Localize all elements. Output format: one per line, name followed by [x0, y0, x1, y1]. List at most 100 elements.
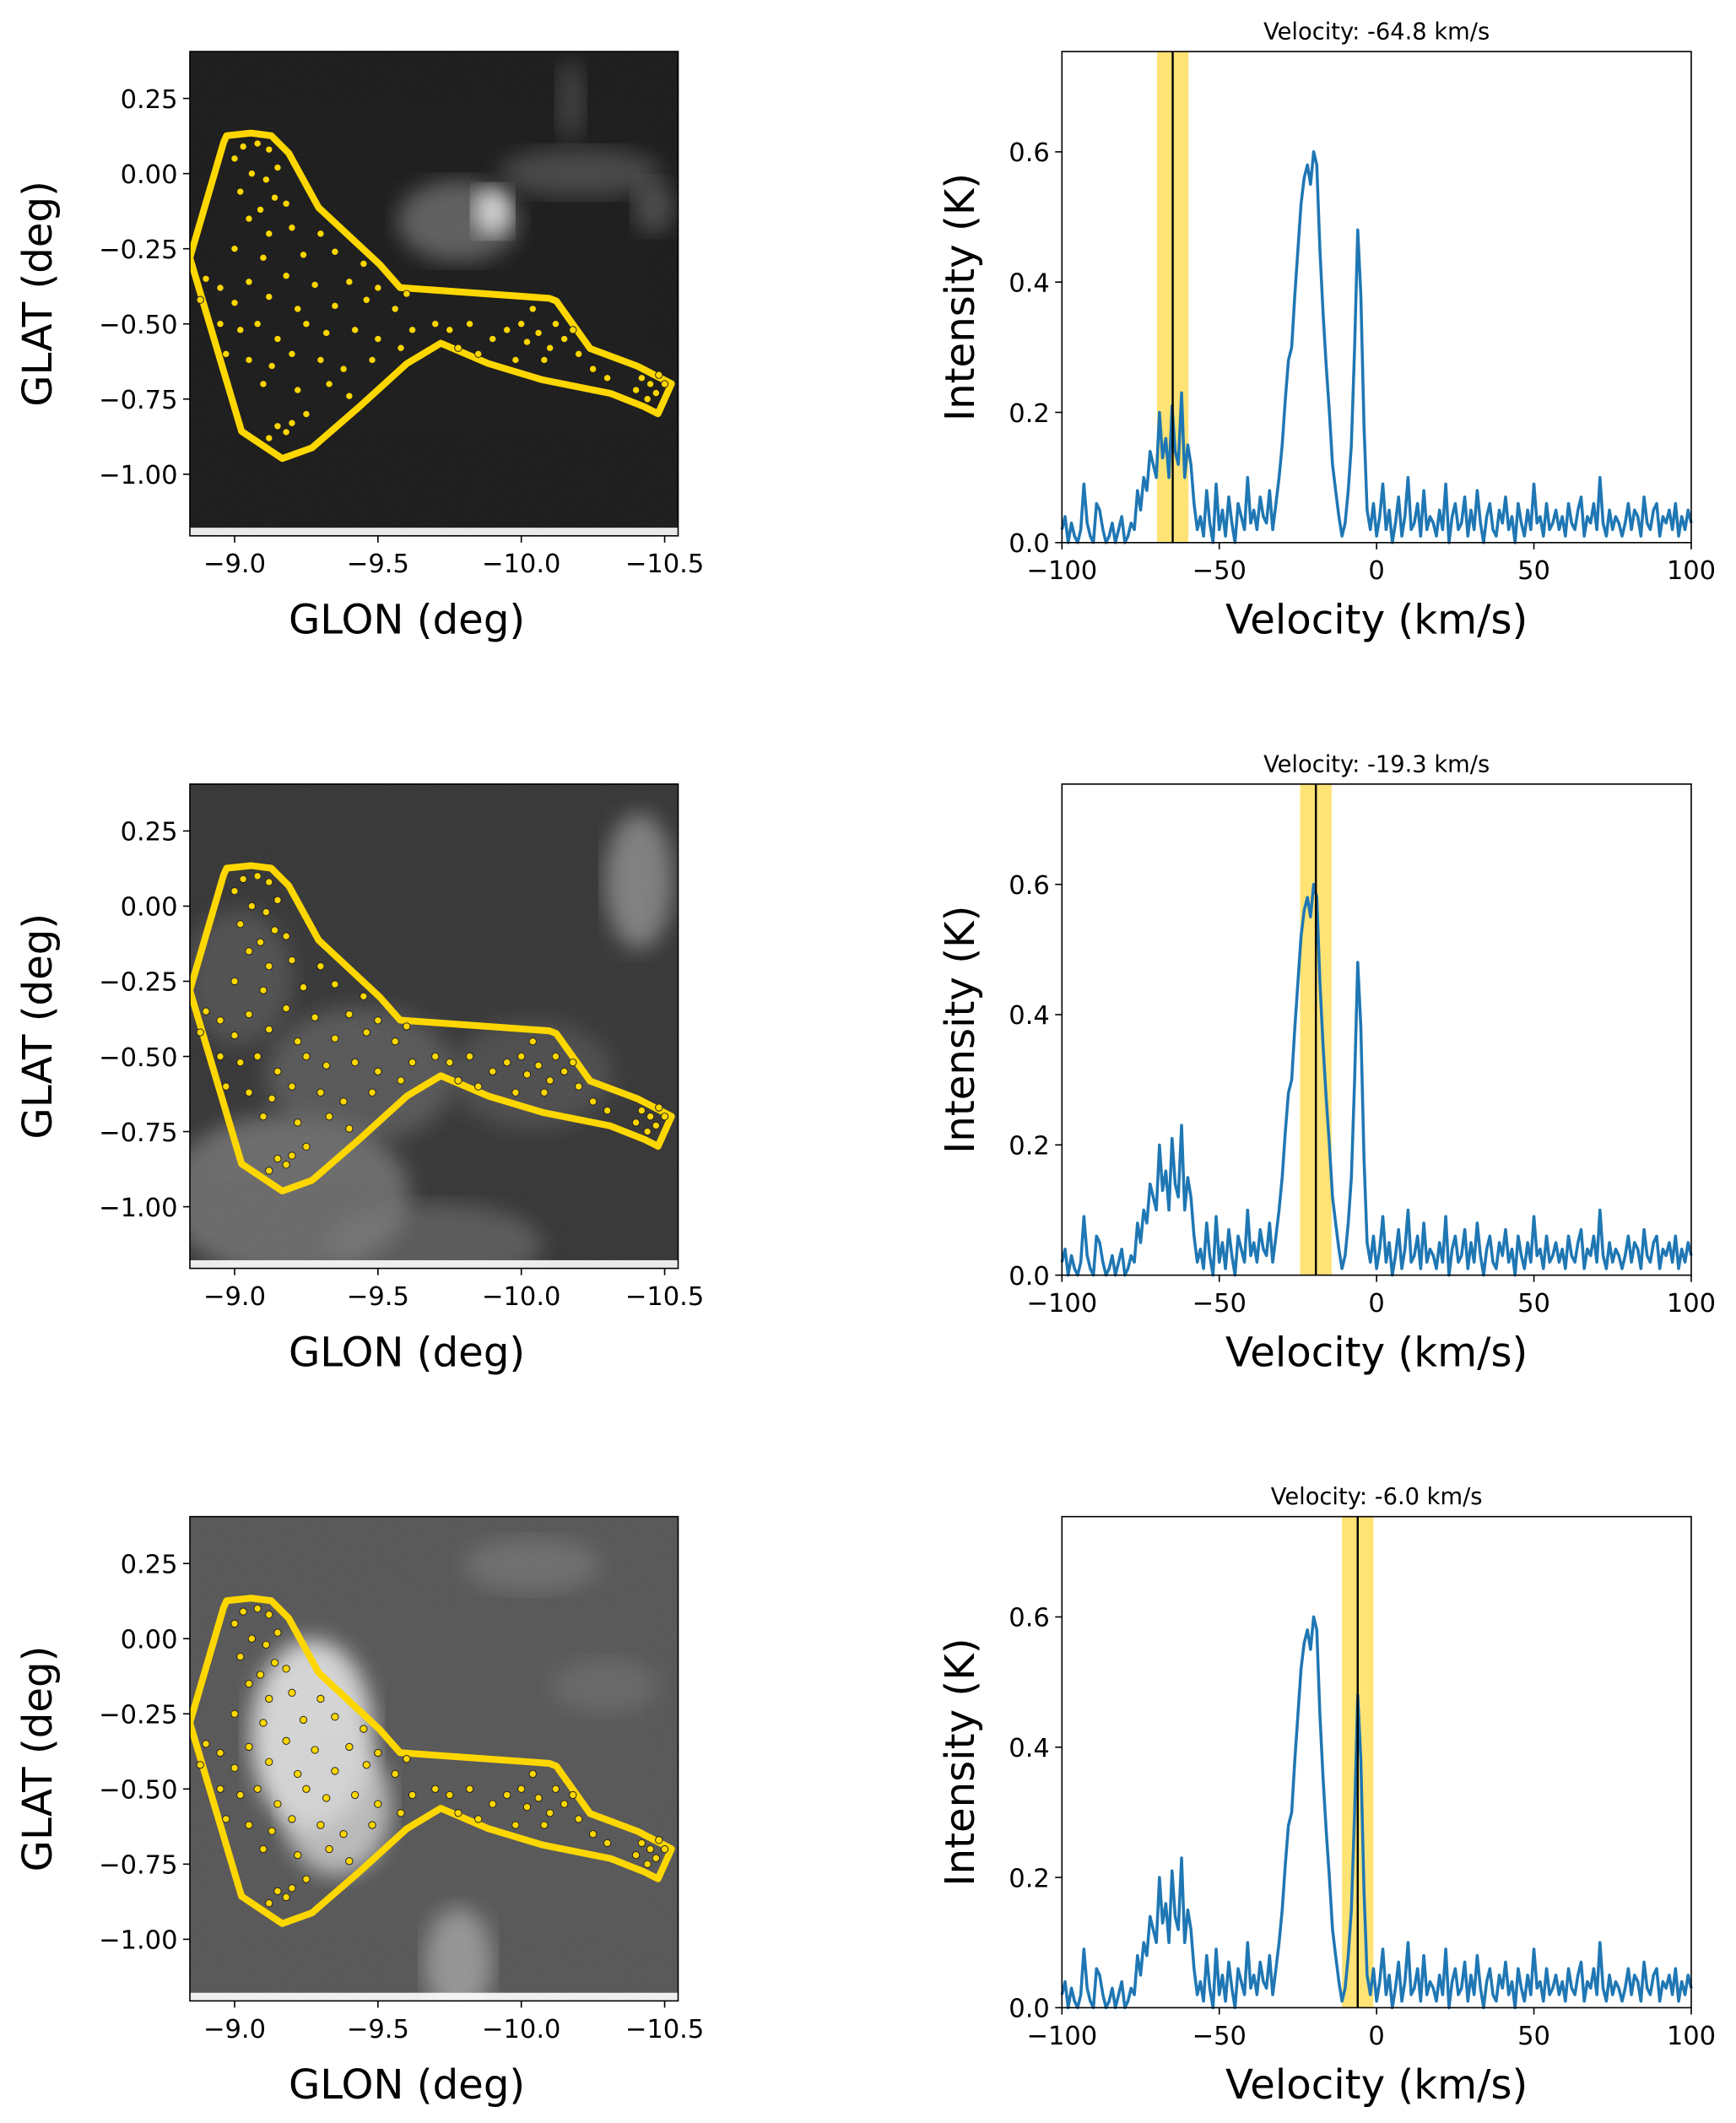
source-point — [316, 355, 325, 365]
x-tick-label: −10.0 — [482, 1282, 561, 1312]
source-point — [253, 1785, 262, 1793]
source-point — [273, 1887, 282, 1896]
source-point — [551, 1052, 560, 1061]
source-point — [391, 1037, 399, 1046]
spectrum-line — [1060, 1615, 1693, 2010]
source-point — [273, 422, 282, 431]
source-point — [560, 1067, 569, 1075]
source-point — [256, 205, 265, 214]
source-point — [294, 305, 302, 313]
source-point — [588, 1097, 598, 1106]
source-point — [551, 1785, 560, 1793]
source-point — [408, 1058, 417, 1067]
source-point — [288, 419, 296, 427]
x-tick-label: −100 — [1026, 2022, 1097, 2051]
x-tick-label: −100 — [1026, 556, 1097, 586]
source-point — [302, 1875, 311, 1883]
x-tick-label: −9.0 — [203, 2015, 266, 2044]
source-point — [268, 361, 276, 371]
source-point — [560, 1800, 569, 1808]
y-tick-label: 0.00 — [121, 160, 178, 190]
source-point — [282, 932, 290, 940]
source-point — [236, 1790, 245, 1800]
y-tick-label: −1.00 — [99, 461, 178, 490]
y-tick-label: −1.00 — [99, 1194, 178, 1223]
y-tick-label: 0.6 — [1009, 871, 1050, 901]
source-point — [350, 326, 360, 334]
source-point — [288, 1082, 296, 1091]
source-point — [603, 1839, 612, 1848]
source-point — [560, 334, 569, 344]
y-tick-label: 0.25 — [121, 1550, 178, 1579]
source-point — [391, 305, 399, 313]
source-point — [374, 1016, 382, 1025]
y-tick-label: 0.00 — [121, 1625, 178, 1655]
source-point — [374, 1748, 382, 1757]
spectrum-line — [1060, 882, 1693, 1277]
source-point — [503, 1790, 511, 1800]
source-point — [196, 295, 204, 304]
source-point — [546, 344, 554, 352]
x-axis-label: Velocity (km/s) — [1225, 1329, 1528, 1376]
source-point — [603, 374, 612, 382]
source-point — [465, 1052, 474, 1061]
source-point — [489, 1067, 497, 1075]
source-point — [569, 326, 577, 334]
source-point — [374, 334, 382, 344]
spectrum-panel-1: Velocity: -64.8 km/s −100 −50 0 50 100 0.0 0.2 0… — [937, 19, 1716, 644]
map-noise — [189, 51, 679, 536]
source-point — [239, 1607, 247, 1616]
source-point — [262, 907, 271, 917]
source-point — [302, 409, 311, 419]
y-tick-label: −0.25 — [99, 1701, 178, 1730]
y-axis-label: Intensity (K) — [937, 1638, 984, 1886]
x-tick-label: −10.0 — [482, 2015, 561, 2044]
source-point — [646, 1844, 655, 1854]
source-point — [256, 938, 265, 946]
source-point — [288, 224, 296, 232]
source-point — [331, 1034, 339, 1043]
source-point — [268, 1094, 276, 1103]
source-point — [322, 1794, 331, 1802]
y-tick-label: 0.2 — [1009, 399, 1050, 429]
x-tick-label: 100 — [1667, 1289, 1716, 1319]
source-point — [259, 986, 268, 994]
source-point — [431, 320, 440, 328]
source-point — [322, 328, 331, 338]
source-point — [551, 320, 560, 328]
map-image — [189, 1516, 679, 2001]
map-image — [189, 783, 679, 1269]
source-point — [362, 1761, 370, 1769]
x-axis-label: Velocity (km/s) — [1225, 2061, 1528, 2109]
source-point — [245, 1088, 253, 1097]
source-point — [522, 1803, 532, 1812]
source-point — [245, 1821, 253, 1829]
spectrum-line — [1060, 150, 1693, 544]
source-point — [288, 1815, 296, 1823]
source-point — [247, 169, 257, 178]
source-point — [374, 1067, 382, 1075]
source-point — [631, 1850, 641, 1860]
map-frame — [189, 783, 679, 1270]
spectrum-panel-2: Velocity: -19.3 km/s −100 −50 0 50 100 0.0 0.2 0… — [937, 751, 1716, 1376]
x-axis-label: GLON (deg) — [289, 596, 525, 643]
source-point — [574, 1815, 583, 1823]
source-point — [273, 896, 282, 904]
source-point — [265, 434, 273, 442]
source-point — [259, 380, 268, 388]
x-tick-label: −50 — [1192, 1289, 1247, 1319]
source-point — [316, 230, 325, 238]
map-panel-3: −9.0 −9.5 −10.0 −10.5 0.25 0.00 −0.25 −0.50 −0.7… — [14, 1515, 704, 2109]
map-noise — [189, 783, 679, 1269]
x-tick-label: −9.0 — [203, 550, 266, 579]
source-point — [360, 1725, 368, 1733]
source-point — [236, 187, 245, 196]
x-axis-label: GLON (deg) — [289, 2061, 525, 2109]
source-point — [265, 878, 273, 886]
source-point — [265, 230, 273, 238]
source-point — [637, 1106, 646, 1115]
source-point — [216, 1016, 224, 1025]
source-point — [454, 344, 462, 352]
source-point — [643, 395, 652, 403]
source-point — [511, 1088, 520, 1097]
